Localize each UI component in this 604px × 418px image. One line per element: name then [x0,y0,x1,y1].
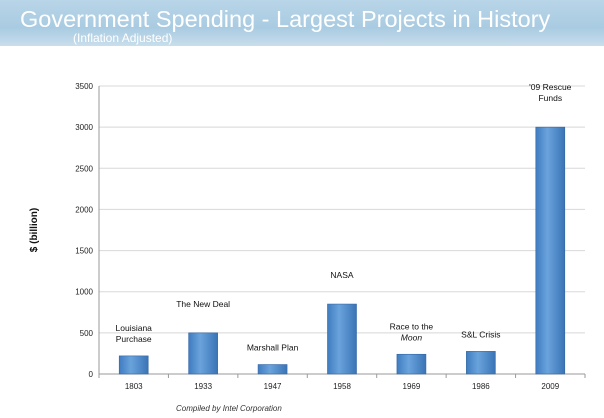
y-axis-title: $ (billion) [29,208,40,252]
y-tick-label: 0 [89,370,94,379]
bar-1933 [188,332,218,375]
y-tick-label: 3500 [75,82,93,91]
x-tick-label: 1986 [472,382,490,391]
chart-title: Government Spending - Largest Projects i… [20,6,551,32]
annotation-label: Purchase [116,334,152,344]
annotation-label: S&L Crisis [461,329,500,339]
bar-1958 [327,303,357,375]
y-tick-label: 1000 [75,288,93,297]
x-tick-label: 1933 [194,382,212,391]
annotation-label: The New Deal [176,299,230,309]
x-tick-label: 1969 [403,382,421,391]
x-tick-label: 1947 [264,382,282,391]
bar-1947 [257,364,288,375]
x-tick-label: 2009 [541,382,559,391]
title-banner: Government Spending - Largest Projects i… [0,0,604,46]
y-tick-label: 1500 [75,247,93,256]
bar-1986 [466,351,496,375]
bar-1969 [396,353,427,375]
bar-2009 [535,126,566,375]
chart-subtitle: (Inflation Adjusted) [73,31,173,45]
bar-1803 [118,355,149,375]
annotation-label: Race to the [390,321,434,331]
gridlines [99,85,585,334]
annotation-label: NASA [330,270,353,280]
annotation-label: Moon [401,332,423,342]
y-tick-label: 2000 [75,205,93,214]
labels: 0 500 1000 1500 2000 2500 3000 3500 $ (billion) 1… [29,82,572,391]
footnote: Compiled by Intel Corporation [176,404,282,413]
x-tick-label: 1803 [125,382,143,391]
x-tick-label: 1958 [333,382,351,391]
y-tick-label: 500 [80,329,94,338]
y-tick-label: 3000 [75,123,93,132]
annotation-label: Funds [538,93,562,103]
annotation-label: Louisiana [116,323,153,333]
y-tick-label: 2500 [75,164,93,173]
annotation-label: Marshall Plan [247,343,299,353]
annotation-label: '09 Rescue [529,82,572,92]
bars [118,126,566,375]
